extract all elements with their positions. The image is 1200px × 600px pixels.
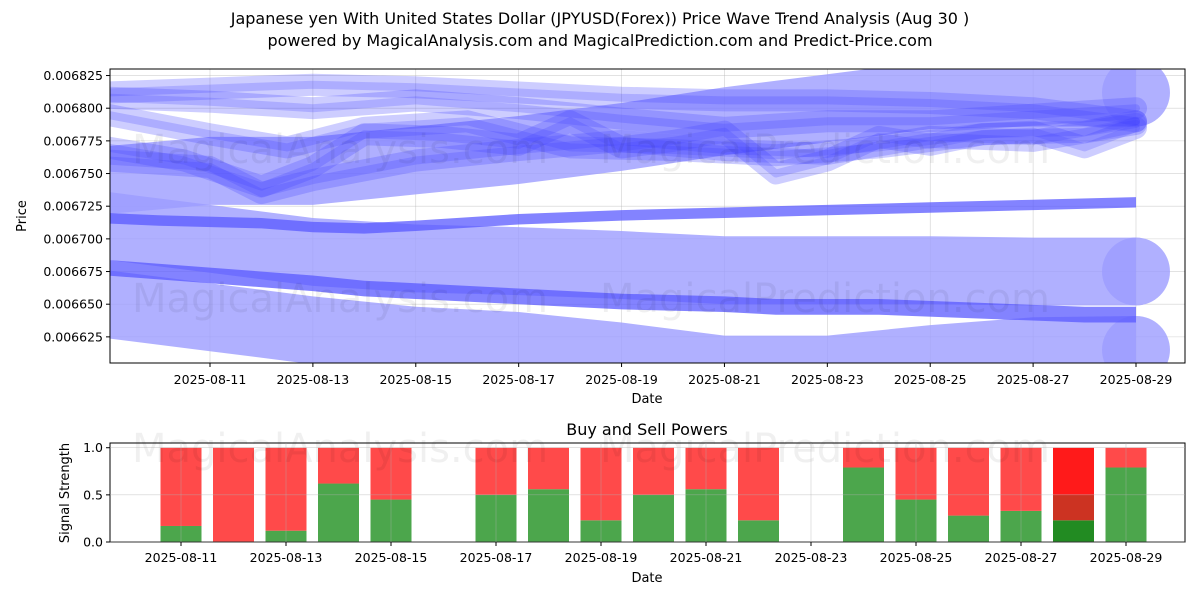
buy-bar (318, 483, 359, 542)
signal-x-tick-label: 2025-08-25 (880, 550, 953, 565)
signal-y-tick-label: 0.5 (83, 487, 103, 502)
watermark-right-mid: MagicalPrediction.com (600, 276, 1050, 322)
price-x-tick-label: 2025-08-13 (277, 372, 350, 387)
sell-bar (1053, 447, 1094, 495)
price-panel: MagicalAnalysis.com MagicalPrediction.co… (15, 68, 1186, 407)
signal-x-tick-label: 2025-08-21 (670, 550, 743, 565)
sell-bar (948, 447, 989, 516)
watermark-right-bottom: MagicalPrediction.com (600, 426, 1050, 472)
price-axes-frame (109, 68, 1186, 364)
signal-panel-title: Buy and Sell Powers (566, 420, 728, 439)
price-wave-core-4 (110, 80, 1140, 126)
price-y-ticks: 0.006625 0.006650 0.006675 0.006700 0.006725… (43, 68, 110, 344)
sell-bar (738, 447, 779, 521)
signal-y-tick-label: 1.0 (83, 440, 103, 455)
price-band-0 (110, 270, 1136, 363)
sell-bar (633, 447, 674, 495)
signal-x-tick-label: 2025-08-13 (250, 550, 323, 565)
sell-bar (318, 447, 359, 484)
price-band-4 (110, 197, 1136, 234)
buy-bar (1053, 520, 1094, 542)
price-x-axis-label: Date (631, 392, 662, 407)
signal-panel: Buy and Sell Powers MagicalAnalysis.com … (58, 420, 1186, 586)
signal-x-tick-label: 2025-08-17 (460, 550, 533, 565)
price-wave-core-3 (110, 119, 1140, 198)
buy-bar (528, 489, 569, 542)
price-y-tick-label: 0.006775 (43, 133, 103, 148)
sell-bar (528, 447, 569, 490)
signal-y-axis-label: Signal Strength (58, 443, 73, 543)
sell-bar (843, 447, 884, 468)
price-wave-core-1 (110, 93, 1140, 132)
price-y-tick-label: 0.006725 (43, 199, 103, 214)
price-x-tick-label: 2025-08-15 (379, 372, 452, 387)
price-y-tick-label: 0.006750 (43, 166, 103, 181)
price-x-tick-label: 2025-08-25 (894, 372, 967, 387)
chart-title-block: Japanese yen With United States Dollar (… (0, 8, 1200, 52)
price-band-2 (110, 69, 1136, 214)
price-wave-1 (110, 86, 1147, 139)
price-wave-2 (110, 104, 1147, 167)
price-y-tick-label: 0.006700 (43, 231, 103, 246)
signal-x-ticks: 2025-08-11 2025-08-13 2025-08-15 2025-08-17… (145, 443, 1163, 565)
price-x-tick-label: 2025-08-17 (482, 372, 555, 387)
chart-subtitle: powered by MagicalAnalysis.com and Magic… (267, 31, 933, 50)
price-wave-0 (110, 110, 1147, 198)
signal-y-ticks: 0.0 0.5 1.0 (83, 440, 1185, 550)
price-band-cap-1 (1102, 237, 1170, 306)
chart-title: Japanese yen With United States Dollar (… (230, 9, 970, 28)
watermark-left-bottom: MagicalAnalysis.com (132, 426, 548, 472)
watermark-left-top: MagicalAnalysis.com (132, 127, 548, 173)
signal-x-tick-label: 2025-08-27 (985, 550, 1058, 565)
signal-x-tick-label: 2025-08-29 (1090, 550, 1163, 565)
price-band-cap-2 (1102, 69, 1170, 127)
price-wave-lines (110, 73, 1147, 205)
price-y-tick-label: 0.006650 (43, 297, 103, 312)
price-band-3 (110, 260, 1136, 323)
price-x-tick-label: 2025-08-11 (174, 372, 247, 387)
price-wave-bands (110, 69, 1170, 363)
price-y-axis-label: Price (15, 200, 30, 232)
signal-x-tick-label: 2025-08-19 (565, 550, 638, 565)
price-band-cap-0 (1102, 315, 1170, 363)
price-y-tick-label: 0.006625 (43, 329, 103, 344)
price-y-tick-label: 0.006800 (43, 101, 103, 116)
buy-bar (633, 494, 674, 542)
signal-x-tick-label: 2025-08-15 (355, 550, 428, 565)
price-wave-core-0 (110, 117, 1140, 191)
signal-x-tick-label: 2025-08-23 (775, 550, 848, 565)
watermark-left-mid: MagicalAnalysis.com (132, 276, 548, 322)
price-wave-4 (110, 73, 1147, 133)
signal-x-tick-label: 2025-08-11 (145, 550, 218, 565)
price-x-tick-label: 2025-08-19 (585, 372, 658, 387)
mixed-bar (1053, 494, 1094, 521)
price-x-tick-label: 2025-08-27 (997, 372, 1070, 387)
price-wave-core-2 (110, 111, 1140, 160)
price-x-tick-label: 2025-08-23 (791, 372, 864, 387)
buy-bar (843, 467, 884, 542)
signal-y-tick-label: 0.0 (83, 535, 103, 550)
price-y-tick-label: 0.006675 (43, 264, 103, 279)
price-x-tick-label: 2025-08-29 (1100, 372, 1173, 387)
price-y-tick-label: 0.006825 (43, 68, 103, 83)
price-band-1 (110, 192, 1136, 306)
watermark-right-top: MagicalPrediction.com (600, 127, 1050, 173)
price-x-ticks: 2025-08-11 2025-08-13 2025-08-15 2025-08-17… (174, 363, 1173, 387)
price-x-tick-label: 2025-08-21 (688, 372, 761, 387)
buy-bar (738, 520, 779, 542)
price-wave-3 (110, 112, 1147, 205)
signal-x-axis-label: Date (631, 571, 662, 586)
buy-bar (948, 515, 989, 542)
